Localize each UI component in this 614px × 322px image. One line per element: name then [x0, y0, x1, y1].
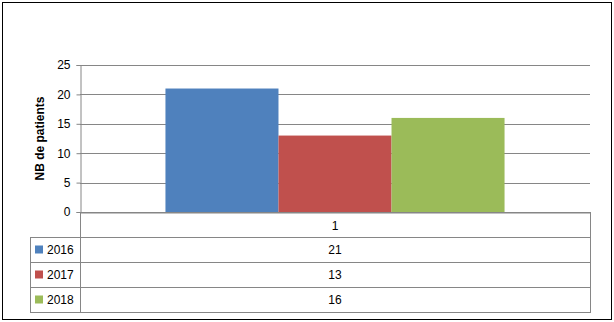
table-line [30, 237, 591, 238]
y-tick-label: 15 [57, 117, 71, 131]
data-table: 2016 21 2017 13 2018 16 [30, 212, 591, 313]
chart: 05101520251NB de patients201621201713201… [0, 0, 614, 322]
chart-frame [3, 3, 612, 320]
y-tick: 10 [57, 147, 80, 161]
grid-line [80, 94, 590, 95]
data-label: 16 [328, 293, 342, 307]
grid-line [80, 212, 590, 213]
y-tick-label: 25 [57, 58, 71, 72]
bar [165, 89, 278, 212]
y-tick: 5 [64, 176, 81, 190]
grid-line [80, 124, 590, 125]
y-tick-label: 20 [57, 88, 71, 102]
x-tick-label: 1 [332, 219, 339, 233]
y-tick-mark [77, 94, 81, 95]
y-tick: 15 [57, 117, 80, 131]
y-tick: 20 [57, 88, 80, 102]
table-line [30, 312, 591, 313]
bars [165, 89, 504, 212]
legend-label: 2018 [47, 293, 74, 307]
grid-line [80, 65, 590, 66]
table-line [30, 262, 591, 263]
legend-label: 2017 [47, 268, 74, 282]
x-tick: 1 [332, 213, 339, 234]
y-tick-mark [77, 153, 81, 154]
y-tick-label: 5 [64, 176, 71, 190]
y-tick-mark [77, 65, 81, 66]
y-axis-line [77, 66, 82, 213]
x-axis: 1 [81, 213, 591, 234]
x-axis-line [81, 213, 591, 214]
grid [80, 66, 590, 213]
data-label: 13 [328, 268, 342, 282]
legend-key [35, 246, 43, 254]
data-label: 21 [328, 243, 342, 257]
y-tick-label: 0 [64, 205, 71, 219]
y-axis-title: NB de patients [33, 96, 47, 180]
y-tick: 25 [57, 58, 80, 72]
bar [278, 136, 391, 212]
y-tick-label: 10 [57, 147, 71, 161]
table-line [30, 237, 31, 312]
legend-key [35, 271, 43, 279]
y-tick-mark [77, 183, 81, 184]
y-tick-mark [77, 212, 81, 213]
bar [392, 118, 505, 212]
legend-key [35, 296, 43, 304]
legend-label: 2016 [47, 243, 74, 257]
y-tick-mark [77, 124, 81, 125]
table-line [30, 287, 591, 288]
y-tick: 0 [64, 205, 81, 219]
y-axis: 0 5 10 15 20 25 [57, 58, 81, 219]
